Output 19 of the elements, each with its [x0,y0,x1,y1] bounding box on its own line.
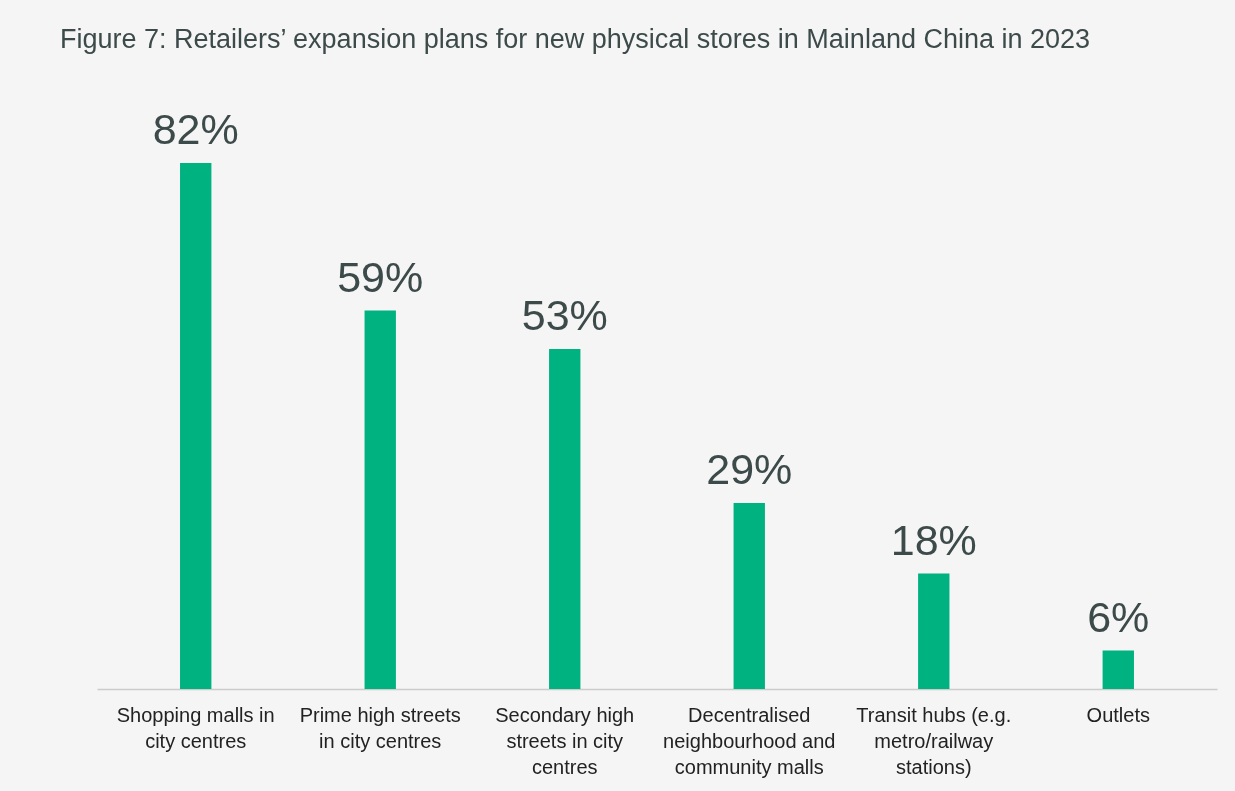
x-tick-label: Decentralised neighbourhood and community malls [663,703,836,778]
data-label: 18% [890,515,977,564]
chart-title: Figure 7: Retailers’ expansion plans for new physical stores in Mainland China in 2023 [60,24,1091,54]
data-label: 82% [152,105,239,153]
bar [918,573,950,689]
data-label: 59% [337,252,424,301]
x-tick-label: Transit hubs (e.g. metro/railway stations) [856,703,1012,778]
data-label: 6% [1087,592,1150,641]
bar [733,502,765,689]
data-label: 29% [706,444,793,493]
bar [1102,650,1134,689]
bar [180,163,212,689]
bar [364,310,396,689]
x-tick-label: Outlets [1086,703,1150,726]
bar [549,349,581,689]
x-tick-label: Secondary high streets in city centres [495,703,635,778]
x-tick-label: Prime high streets in city centres [299,703,461,752]
data-label: 53% [521,291,608,340]
x-tick-label: Shopping malls in city centres [116,703,275,752]
